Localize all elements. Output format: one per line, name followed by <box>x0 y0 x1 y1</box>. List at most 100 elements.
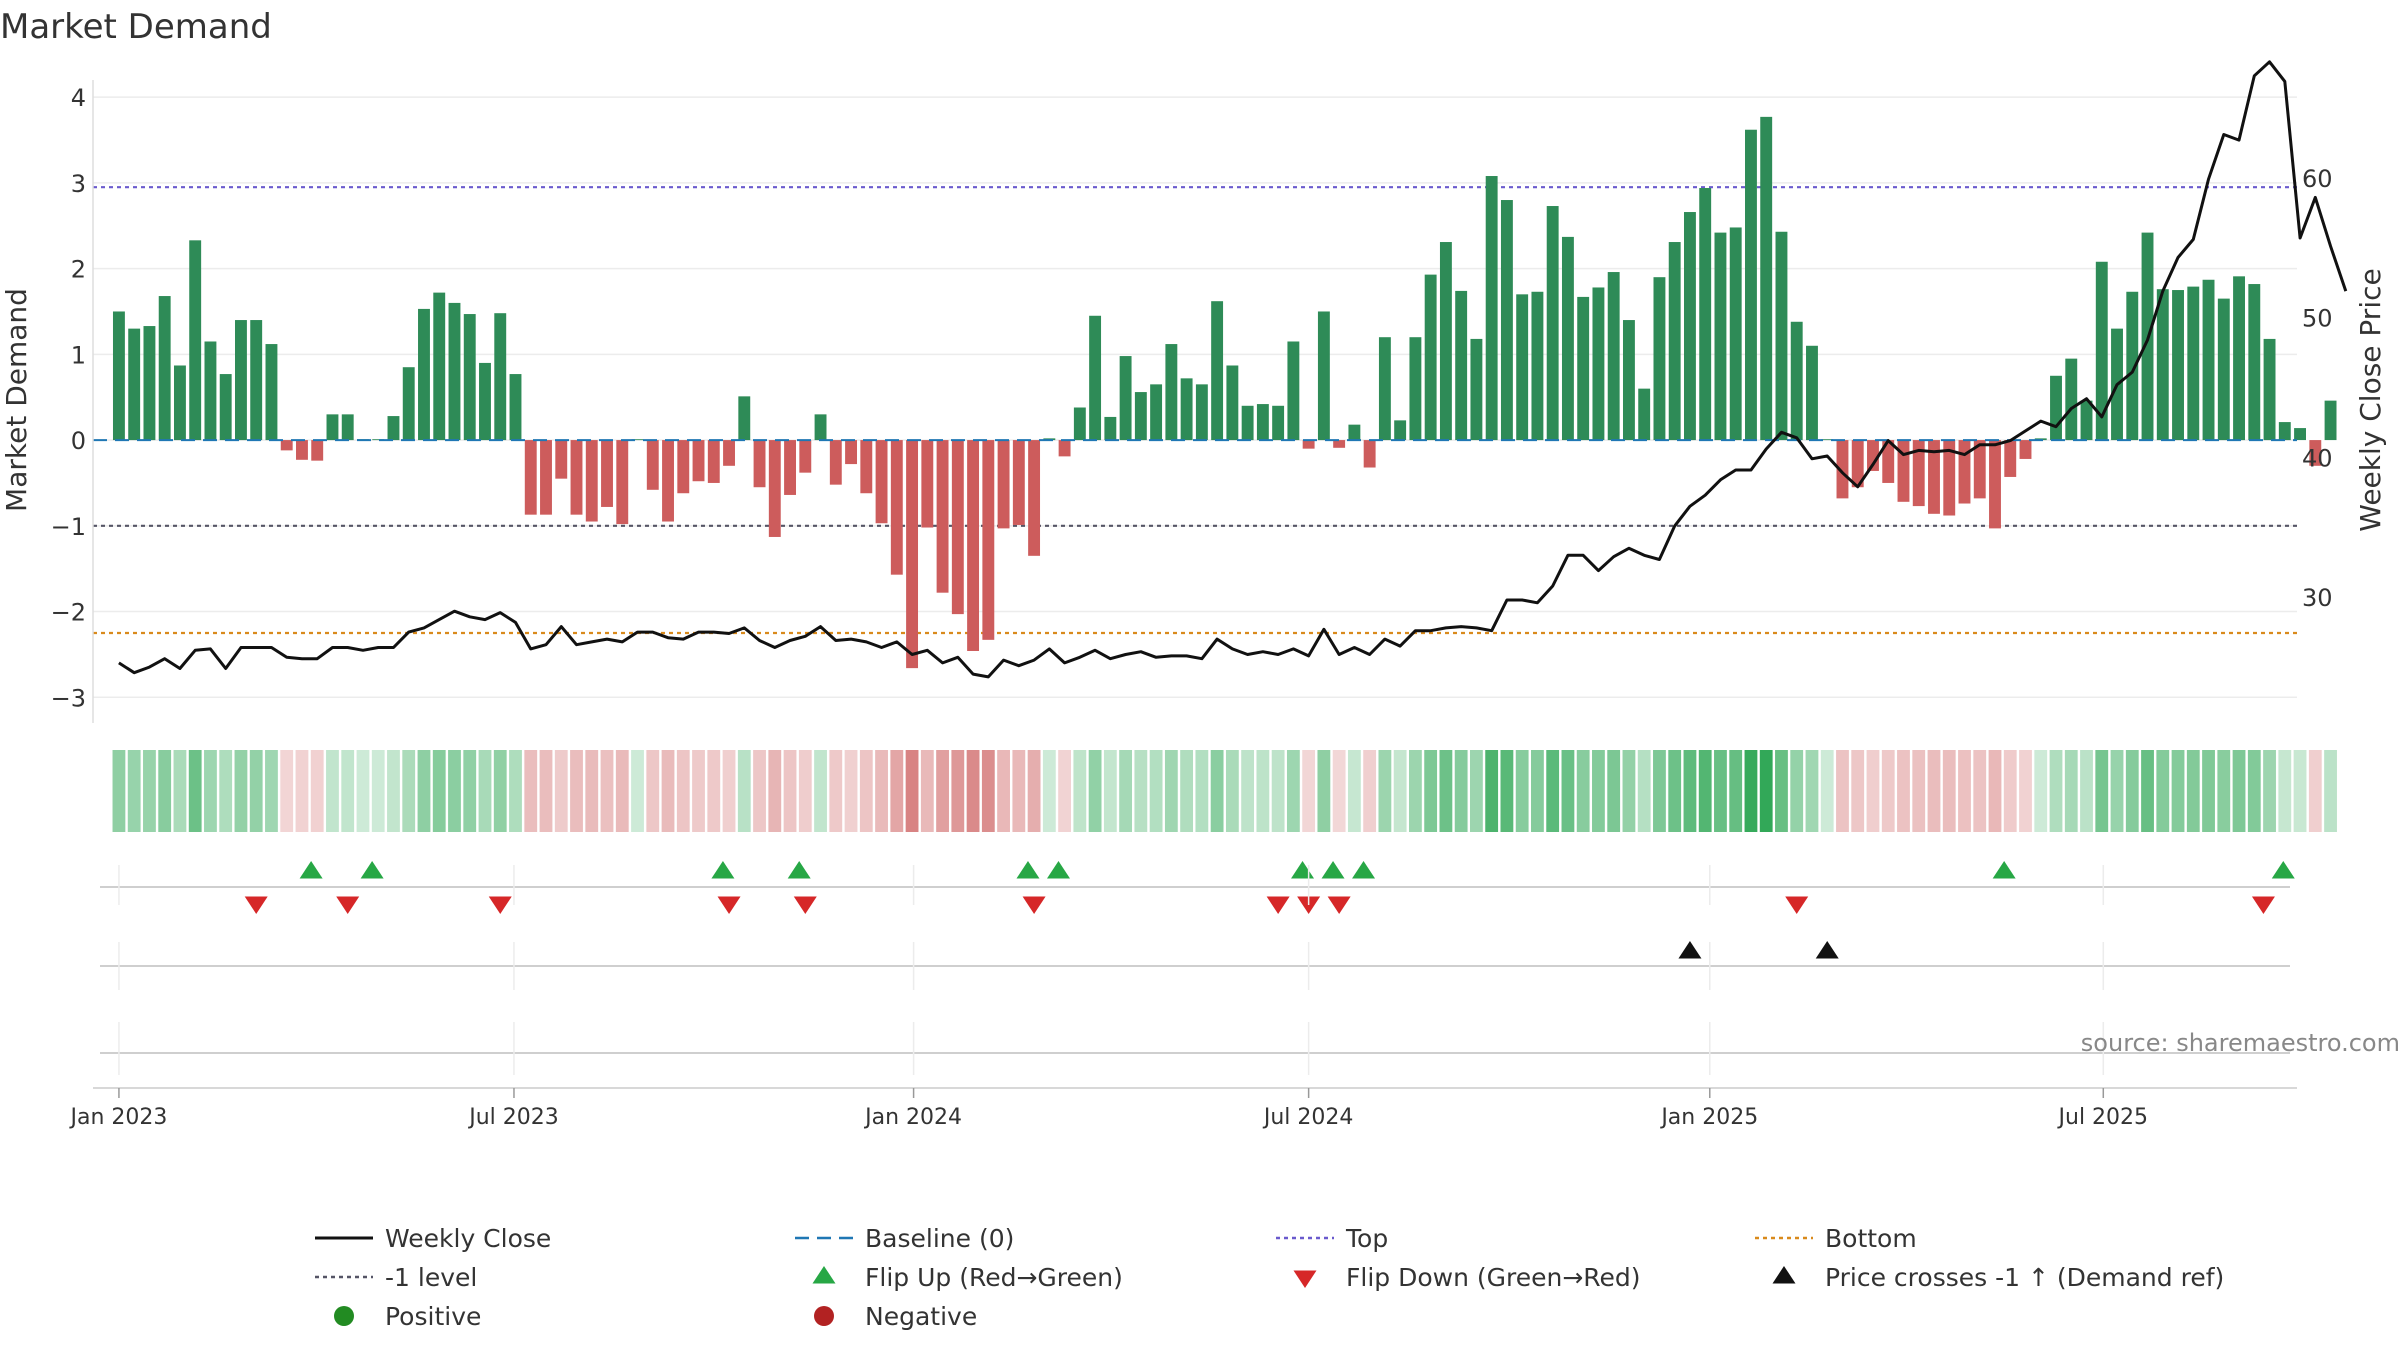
demand-bar-negative <box>1058 440 1071 457</box>
heat-cell <box>1485 750 1499 832</box>
demand-bar-negative <box>2004 440 2017 477</box>
demand-bar-negative <box>555 440 568 479</box>
demand-bar-negative <box>753 440 766 488</box>
heat-cell <box>1851 750 1865 832</box>
y-tick-label: −2 <box>51 599 86 627</box>
flip-up-marker <box>1291 861 1315 879</box>
heat-cell <box>2232 750 2246 832</box>
heat-cell <box>1393 750 1407 832</box>
heat-cell <box>2064 750 2078 832</box>
source-credit: source: sharemaestro.com <box>2081 1029 2400 1057</box>
heat-cell <box>1119 750 1133 832</box>
heat-cell <box>387 750 400 832</box>
heat-cell <box>1424 750 1438 832</box>
demand-bar-negative <box>829 440 842 485</box>
flip-down-marker <box>1785 896 1809 914</box>
demand-bar-negative <box>967 440 980 651</box>
heat-cell <box>432 750 446 832</box>
heat-cell <box>188 750 202 832</box>
heat-cell <box>1058 750 1071 832</box>
heat-cell <box>600 750 614 832</box>
demand-bar-positive <box>143 326 156 441</box>
demand-bar-positive <box>2248 284 2261 441</box>
demand-bar-negative <box>768 440 781 537</box>
heat-cell <box>1164 750 1178 832</box>
heat-cell <box>1698 750 1712 832</box>
heat-cell <box>585 750 599 832</box>
heat-cell <box>127 750 141 832</box>
demand-bar-positive <box>1668 242 1681 441</box>
legend-item-baseline: Baseline (0) <box>795 1224 1014 1253</box>
demand-bar-positive <box>2065 358 2078 441</box>
demand-bar-negative <box>1363 440 1376 468</box>
demand-bar-negative <box>1912 440 1925 507</box>
flip-up-marker <box>1352 861 1376 879</box>
heat-cell <box>920 750 934 832</box>
flip-down-marker <box>488 896 512 914</box>
legend-label: Top <box>1345 1224 1388 1253</box>
demand-bar-positive <box>402 367 415 441</box>
negative-swatch <box>814 1306 834 1326</box>
heat-cell <box>2247 750 2261 832</box>
flip-down-swatch <box>1293 1270 1317 1288</box>
heat-cell <box>249 750 263 832</box>
heat-cell <box>1042 750 1056 832</box>
demand-bar-negative <box>845 440 858 465</box>
heat-cell <box>1439 750 1453 832</box>
heat-cell <box>463 750 477 832</box>
demand-bar-negative <box>951 440 964 615</box>
cross-signal-panel <box>100 941 2290 967</box>
demand-bar-negative <box>570 440 583 515</box>
heat-cell <box>737 750 751 832</box>
demand-bar-positive <box>1439 242 1452 441</box>
heat-cell <box>2003 750 2017 832</box>
demand-bar-positive <box>1394 420 1407 441</box>
heat-cell <box>966 750 980 832</box>
heat-cell <box>1073 750 1087 832</box>
heat-cell <box>1256 750 1270 832</box>
heat-cell <box>2141 750 2154 832</box>
demand-bar-positive <box>1516 294 1529 441</box>
legend-label: Flip Up (Red→Green) <box>865 1263 1123 1292</box>
demand-bar-positive <box>2233 276 2245 441</box>
heat-cell <box>265 750 278 832</box>
heat-cell <box>890 750 904 832</box>
heat-cell <box>1927 750 1941 832</box>
demand-bar-negative <box>997 440 1010 529</box>
heat-cell <box>1500 750 1514 832</box>
heat-cell <box>844 750 858 832</box>
demand-bar-negative <box>524 440 537 515</box>
demand-bar-negative <box>1867 440 1879 471</box>
heat-cell <box>158 750 172 832</box>
heat-cell <box>1683 750 1697 832</box>
heat-cell <box>1515 750 1529 832</box>
legend-item-flip-down: Flip Down (Green→Red) <box>1293 1263 1641 1292</box>
demand-bar-negative <box>1958 440 1971 504</box>
demand-bar-positive <box>1455 290 1468 441</box>
heat-cell <box>1668 750 1682 832</box>
demand-bar-negative <box>540 440 552 515</box>
heat-cell <box>1470 750 1483 832</box>
heat-cell <box>2186 750 2200 832</box>
heat-cell <box>1912 750 1926 832</box>
heat-cell <box>1775 750 1788 832</box>
demand-bar-positive <box>1607 272 1620 441</box>
demand-bar-negative <box>616 440 629 525</box>
heat-cell <box>234 750 248 832</box>
demand-bar-positive <box>1256 404 1269 441</box>
heat-cell <box>1241 750 1255 832</box>
x-tick-label: Jan 2024 <box>863 1105 962 1130</box>
heat-cell <box>1958 750 1971 832</box>
legend-label: Baseline (0) <box>865 1224 1014 1253</box>
heat-cell <box>1454 750 1468 832</box>
heat-cell <box>417 750 431 832</box>
demand-bar-positive <box>1485 176 1498 441</box>
flip-signal-panel <box>100 861 2295 914</box>
demand-bar-positive <box>2278 422 2291 441</box>
heat-cell <box>2095 750 2109 832</box>
demand-bar-positive <box>204 341 217 441</box>
heat-cell <box>1180 750 1194 832</box>
demand-bar-positive <box>1134 392 1147 441</box>
main-plot: −3 −2 −1 0 1 2 3 4 30 40 50 60 <box>51 60 2348 723</box>
demand-bar-positive <box>1653 277 1666 441</box>
